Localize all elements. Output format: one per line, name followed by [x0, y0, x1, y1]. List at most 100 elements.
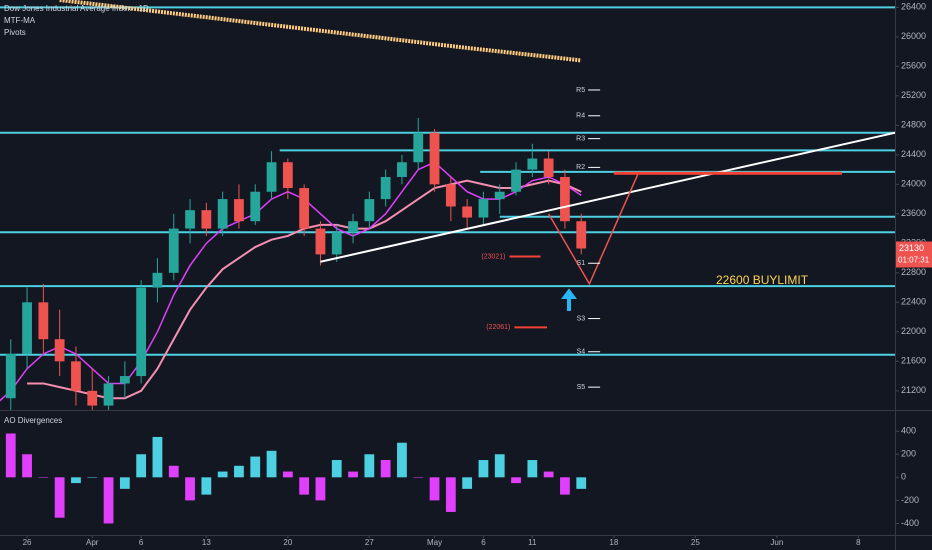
ao-bar [87, 477, 98, 478]
candle-body [168, 228, 179, 273]
ao-bar [576, 477, 587, 489]
y-tick-label: 22800 [901, 267, 926, 277]
ao-bar [168, 465, 179, 478]
candle-body [282, 162, 293, 189]
ao-bar [348, 471, 358, 478]
y-tick-label: 24000 [901, 179, 926, 189]
marker-label: (22061) [486, 324, 510, 331]
candle-body [543, 158, 554, 177]
pivot-label: R2 [576, 164, 585, 171]
x-tick-label: 18 [609, 538, 618, 547]
ao-bar [445, 477, 456, 512]
ao-bar [494, 454, 505, 478]
candle-body [478, 199, 489, 218]
candle-body [494, 191, 505, 200]
ao-bar [380, 460, 391, 478]
y-tick-label: 24400 [901, 149, 926, 159]
ao-bar [397, 442, 407, 478]
candle-body [560, 176, 570, 222]
x-tick-label: 13 [202, 538, 211, 547]
candle-body [103, 383, 114, 406]
indicator-label: Pivots [4, 28, 26, 37]
ao-bar [119, 477, 130, 489]
y-tick-label: -400 [901, 518, 919, 528]
ao-bar [282, 471, 293, 478]
ao-bar [462, 477, 473, 489]
ao-bar [185, 477, 195, 501]
ao-bar [38, 477, 49, 478]
last-price-label: 23130 [899, 243, 924, 253]
candle-body [38, 302, 49, 340]
candle-body [397, 162, 407, 177]
x-tick-label: 25 [691, 538, 700, 547]
y-tick-label: 22000 [901, 326, 926, 336]
ao-bar [54, 477, 65, 518]
chart-title: Dow Jones Industrial Average Index · 1D [4, 4, 149, 13]
ao-bar [364, 454, 375, 478]
candle-body [185, 210, 195, 229]
y-tick-label: 25200 [901, 90, 926, 100]
last-price-tag [896, 241, 932, 268]
x-tick-label: Apr [86, 538, 99, 547]
ao-bar [527, 460, 538, 478]
pivot-label: S3 [577, 315, 586, 322]
candle-body [315, 228, 326, 255]
countdown-label: 01:07:31 [898, 256, 930, 265]
indicator-label: MTF-MA [4, 16, 36, 25]
candle-body [266, 162, 277, 192]
axes: 2120021600220002240022800232002360024000… [23, 2, 932, 547]
y-tick-label: -200 [901, 495, 919, 505]
ao-bar [429, 477, 440, 501]
pivot-label: R3 [576, 135, 585, 142]
ao-bar [152, 436, 163, 478]
candle-body [462, 206, 473, 218]
candle-body [234, 199, 244, 222]
candle-body [364, 199, 375, 222]
candle-body [348, 221, 358, 233]
candle-body [380, 176, 391, 200]
ao-bar [136, 454, 147, 478]
y-tick-label: 22400 [901, 297, 926, 307]
candle-body [299, 188, 310, 229]
y-tick-label: 23600 [901, 208, 926, 218]
candle-body [201, 210, 212, 229]
y-tick-label: 0 [901, 472, 906, 482]
ao-bar [413, 477, 424, 478]
x-tick-label: May [427, 538, 442, 547]
oscillator-pane [5, 433, 587, 524]
candle-body [87, 390, 98, 406]
x-tick-label: 8 [856, 538, 861, 547]
pivot-label: S4 [577, 349, 586, 356]
y-tick-label: 24800 [901, 120, 926, 130]
moving-average [59, 0, 582, 63]
ao-bar [266, 450, 277, 478]
ao-bar [103, 477, 114, 524]
candle-body [136, 287, 147, 377]
candle-body [152, 272, 163, 288]
y-tick-label: 21600 [901, 356, 926, 366]
ao-bar [331, 460, 342, 478]
y-tick-label: 400 [901, 426, 916, 436]
x-tick-label: Jun [770, 538, 783, 547]
ao-bar [217, 471, 228, 478]
candle-body [71, 361, 81, 391]
ao-bar [560, 477, 570, 495]
candle-body [119, 376, 130, 384]
ao-bar [201, 477, 212, 495]
candle-body [413, 132, 424, 163]
marker-label: (23021) [481, 253, 505, 260]
ao-bar [71, 477, 81, 484]
pivot-label: S1 [577, 260, 586, 267]
candle-body [5, 353, 16, 399]
y-tick-label: 26000 [901, 31, 926, 41]
candle-body [331, 232, 342, 255]
price-pane: R5 R4 R3 R2 S1 S3 S4 S5 (23021) (22061) [0, 0, 895, 410]
y-tick-label: 21200 [901, 385, 926, 395]
ao-bar [299, 477, 310, 495]
trend-line [547, 172, 639, 286]
ao-bar [5, 433, 16, 478]
ao-bar [22, 454, 32, 478]
ao-bar [511, 477, 521, 484]
